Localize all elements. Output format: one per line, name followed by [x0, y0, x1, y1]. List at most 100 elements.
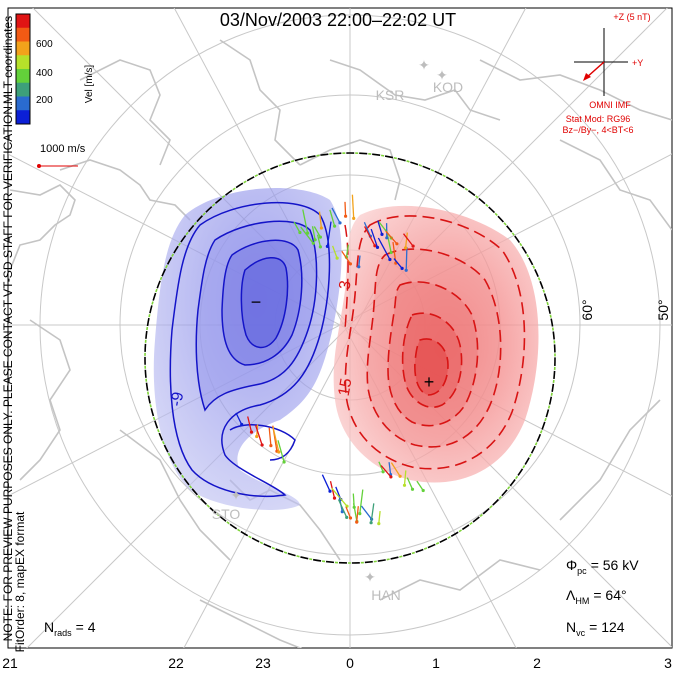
coast-canada-arctic: [59, 159, 191, 221]
velocity-vector-origin: [385, 236, 389, 240]
colorbar-tick-600: 600: [36, 39, 53, 50]
station-kod: KOD: [433, 79, 463, 95]
velocity-vector-origin: [318, 245, 322, 249]
station-sto: STO: [212, 506, 241, 522]
coast-greenland-north: [299, 139, 401, 201]
velocity-vector-origin: [373, 244, 377, 248]
velocity-vector-origin: [421, 488, 425, 493]
velocity-vector-origin: [333, 224, 337, 228]
imf-z-label: +Z (5 nT): [613, 12, 650, 22]
imf-clock: +Z (5 nT) +Y OMNI IMF Stat Mod: RG96 Bz−…: [562, 12, 650, 135]
velocity-vector: [405, 246, 408, 271]
velocity-vector-origin: [338, 221, 342, 225]
coast-scandinavia-west: [119, 429, 231, 561]
imf-y-label: +Y: [632, 58, 643, 68]
velocity-vector: [268, 427, 272, 446]
velocity-colorbar: 600 400 200 Vel [m/s]: [15, 13, 95, 125]
imf-source: OMNI IMF: [589, 100, 631, 110]
radar-star-icon: ✦: [436, 67, 448, 83]
velocity-vector: [331, 245, 338, 259]
preview-notice: NOTE: FOR PREVIEW PURPOSES ONLY. PLEASE …: [1, 103, 15, 642]
imf-model: Stat Mod: RG96: [566, 114, 631, 124]
velocity-vector: [351, 194, 355, 219]
velocity-vector: [341, 250, 351, 265]
velocity-vector: [377, 220, 383, 235]
velocity-vector-origin: [282, 460, 286, 464]
coast-alaska: [19, 319, 71, 481]
velocity-vector: [321, 474, 331, 492]
velocity-vector-origin: [358, 511, 362, 516]
velocity-vector: [331, 487, 348, 507]
velocity-vector: [254, 424, 263, 446]
velocity-vector: [331, 207, 341, 224]
velocity-vector: [344, 201, 347, 217]
velocity-vector: [377, 237, 391, 260]
velocity-vector: [358, 255, 361, 267]
mlt-tick-21: 21: [2, 655, 18, 671]
velocity-vector: [302, 209, 309, 234]
velocity-vector: [402, 233, 414, 247]
mlt-tick-2: 2: [533, 655, 541, 671]
velocity-vector-origin: [388, 257, 392, 262]
imf-vector-arrow-icon: [583, 73, 591, 81]
stat-lambda-hm: ΛHM = 64°: [566, 587, 627, 606]
velocity-vector: [337, 499, 348, 518]
velocity-vector-origin: [411, 244, 415, 248]
imf-conditions: Bz−/By−, 4<BT<6: [562, 125, 633, 135]
velocity-vectors: [235, 194, 425, 526]
hm-boundary-black: [144, 152, 556, 564]
velocity-vector-origin: [355, 520, 359, 524]
positive-potential-cell: [333, 205, 539, 483]
fit-info: FitOrder: 8, mapEX format: [13, 511, 27, 652]
negative-potential-cell: [153, 188, 342, 510]
velocity-vector-origin: [357, 265, 361, 269]
velocity-vector-origin: [369, 521, 373, 525]
velocity-vector: [388, 462, 392, 475]
velocity-vector-origin: [348, 516, 353, 520]
velocity-vector-origin: [240, 422, 244, 427]
radar-star-icon: ✦: [230, 487, 242, 503]
velocity-vector-origin: [249, 430, 254, 434]
coast-siberia-east: [559, 139, 672, 231]
stat-nvc: Nvc = 124: [566, 619, 625, 638]
colorbar-tick-400: 400: [36, 68, 53, 79]
coast-arctic-islands: [79, 59, 171, 166]
colorbar-swatch: [16, 82, 30, 97]
velocity-vector-origin: [381, 470, 385, 474]
velocity-vector-origin: [319, 226, 323, 230]
velocity-vector: [378, 511, 381, 524]
velocity-vector-origin: [345, 515, 349, 520]
positive-contour-1: [344, 215, 526, 470]
positive-contour-5: [414, 338, 449, 396]
coastlines: [9, 39, 672, 648]
velocity-vector: [370, 228, 379, 248]
velocity-vector-origin: [404, 246, 408, 250]
velocity-vector: [272, 426, 280, 453]
velocity-vector: [235, 412, 243, 425]
coast-russia-west: [379, 559, 541, 601]
vector-scale-label: 1000 m/s: [40, 143, 86, 155]
velocity-vector: [356, 506, 359, 523]
colorbar-swatch: [16, 41, 30, 56]
negative-contour-1: [169, 201, 331, 498]
velocity-vector-origin: [260, 443, 264, 447]
potential-min-mark: −: [251, 292, 262, 312]
velocity-vector: [406, 477, 414, 490]
stats-panel: Φpc = 56 kV ΛHM = 64° Nvc = 124 Nrads = 4: [44, 557, 639, 638]
velocity-vector: [300, 226, 314, 244]
velocity-vector-origin: [313, 238, 317, 242]
plot-title: 03/Nov/2003 22:00–22:02 UT: [220, 10, 456, 30]
velocity-vector: [352, 503, 358, 522]
plot-frame: [7, 7, 673, 649]
colorbar-swatch: [16, 110, 30, 125]
velocity-vector: [313, 226, 321, 238]
stat-nrads: Nrads = 4: [44, 619, 96, 638]
negative-contour-5: [229, 424, 296, 461]
contour-label-neg: -9: [168, 391, 187, 408]
velocity-vector-origin: [389, 250, 393, 255]
coast-russia-north: [559, 399, 661, 521]
velocity-vector-origin: [389, 475, 393, 479]
velocity-vector: [404, 232, 408, 248]
velocity-vector: [277, 440, 285, 463]
